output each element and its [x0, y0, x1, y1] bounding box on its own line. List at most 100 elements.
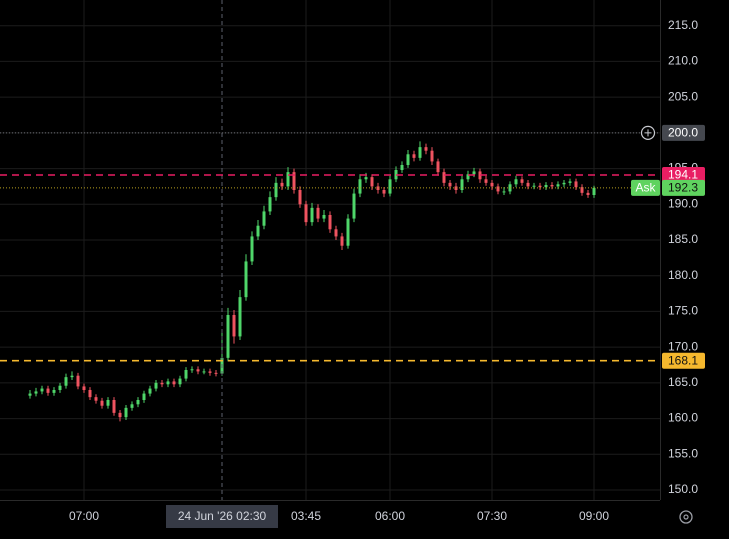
candle-body [274, 182, 278, 198]
candle-body [214, 372, 218, 374]
candle-body [286, 172, 290, 187]
candle-body [94, 397, 98, 401]
candle-body [520, 179, 524, 183]
y-tick-label: 215.0 [668, 18, 698, 32]
candle-body [526, 182, 530, 187]
x-tick-label: 06:00 [375, 509, 405, 523]
candle-body [484, 179, 488, 183]
candle-body [190, 369, 194, 371]
settings-icon[interactable] [679, 510, 693, 524]
candle-body [472, 171, 476, 175]
candle-body [466, 174, 470, 180]
candle-body [322, 215, 326, 219]
candle-body [76, 375, 80, 387]
candle-body [160, 382, 164, 385]
candle-body [40, 388, 44, 392]
price-label-bg [662, 167, 705, 183]
candle-body [334, 229, 338, 237]
candle-body [424, 147, 428, 151]
candle-body [442, 172, 446, 183]
x-tick-label: 09:00 [579, 509, 609, 523]
candle-body [82, 386, 86, 390]
candle-body [382, 190, 386, 194]
candle-body [544, 185, 548, 188]
y-tick-label: 180.0 [668, 268, 698, 282]
x-tick-label: 07:30 [477, 509, 507, 523]
candle-body [304, 204, 308, 223]
candle-body [340, 236, 344, 246]
candle-body [418, 147, 422, 158]
candle-body [580, 187, 584, 193]
price-label: 168.1 [668, 353, 698, 367]
candle-body [226, 315, 230, 358]
candle-body [70, 375, 74, 378]
candle-body [280, 182, 284, 187]
y-tick-label: 150.0 [668, 482, 698, 496]
candle-body [550, 185, 554, 187]
candle-body [502, 191, 506, 193]
add-alert-button[interactable] [640, 125, 656, 140]
y-tick-label: 210.0 [668, 54, 698, 68]
settings-icon-center[interactable] [683, 514, 689, 520]
candle-body [556, 184, 560, 187]
y-tick-label: 165.0 [668, 375, 698, 389]
price-label: 194.1 [668, 168, 698, 182]
candle-body [328, 215, 332, 230]
candle-body [106, 400, 110, 406]
candle-body [172, 381, 176, 385]
candle-body [28, 393, 32, 396]
price-label: 200.0 [668, 126, 698, 140]
candle-body [364, 177, 368, 180]
candle-body [64, 377, 68, 386]
candle-body [412, 154, 416, 158]
candle-body [352, 193, 356, 219]
candle-body [202, 371, 206, 373]
x-tick-label: 24 Jun '26 02:30 [178, 509, 267, 523]
candle-body [46, 388, 50, 393]
candle-body [118, 412, 122, 418]
candle-body [100, 400, 104, 406]
candle-body [430, 150, 434, 162]
candle-body [136, 400, 140, 405]
price-label-bg [662, 124, 705, 141]
candle-body [436, 161, 440, 173]
candle-body [532, 185, 536, 187]
candle-body [34, 391, 38, 394]
price-name-bg [631, 179, 660, 196]
candle-body [574, 181, 578, 188]
candle-body [490, 182, 494, 187]
candle-body [52, 390, 56, 393]
candle-body [166, 381, 170, 385]
y-tick-label: 170.0 [668, 339, 698, 353]
settings-button[interactable] [679, 510, 693, 524]
price-name: Ask [635, 181, 656, 195]
candle-body [292, 172, 296, 190]
candle-body [514, 179, 518, 185]
candle-body [562, 182, 566, 185]
candle-body [196, 369, 200, 372]
crosshair-label-bg [166, 505, 278, 528]
candle-body [586, 192, 590, 195]
candle-body [88, 390, 92, 398]
y-tick-label: 190.0 [668, 196, 698, 210]
y-tick-label: 160.0 [668, 411, 698, 425]
candle-body [148, 388, 152, 394]
price-label-bg [662, 179, 705, 196]
y-tick-label: 185.0 [668, 232, 698, 246]
candle-body [448, 182, 452, 187]
candle-body [316, 207, 320, 219]
candle-body [358, 179, 362, 194]
candle-body [496, 186, 500, 192]
price-label-bg [662, 352, 705, 369]
candle-body [112, 400, 116, 413]
candle-body [310, 207, 314, 223]
candle-body [298, 190, 302, 205]
candle-body [592, 187, 596, 195]
candle-body [184, 370, 188, 379]
candle-body [460, 179, 464, 190]
candle-body [130, 404, 134, 408]
candle-body [154, 382, 158, 389]
candle-body [400, 165, 404, 170]
